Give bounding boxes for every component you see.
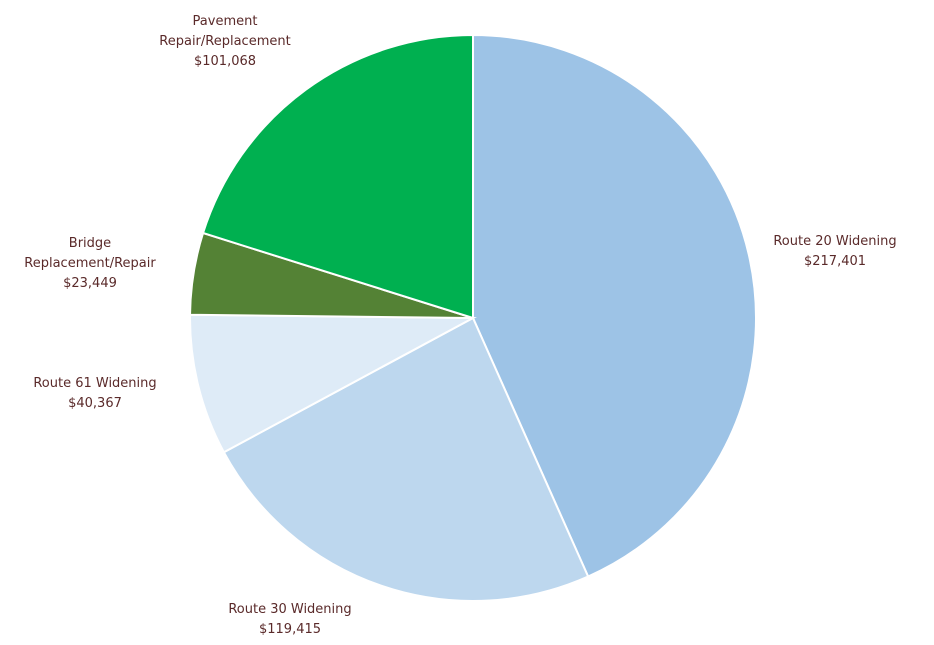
slice-label-route20-line1: Route 20 Widening: [773, 234, 897, 249]
slice-label-pavement-line1: Pavement: [192, 14, 258, 29]
pie-slice-pavement: [201, 33, 474, 320]
slice-value-route61: $40,367: [68, 396, 122, 411]
slice-label-pavement-line2: Repair/Replacement: [159, 34, 291, 49]
slice-value-route20: $217,401: [803, 254, 867, 269]
pie-slice-route20: [472, 33, 757, 578]
slice-label-route30: Route 30 Widening $119,415: [200, 600, 380, 640]
slice-label-bridge-line2: Replacement/Repair: [24, 256, 156, 271]
slice-value-route30: $119,415: [258, 622, 322, 637]
pie-slice-route61: [189, 313, 477, 454]
slice-label-route20: Route 20 Widening $217,401: [760, 232, 910, 272]
slice-label-route30-line1: Route 30 Widening: [228, 602, 352, 617]
slice-value-pavement: $101,068: [193, 54, 257, 69]
pie-slice-route30: [222, 316, 590, 602]
slice-label-route61-line1: Route 61 Widening: [33, 376, 157, 391]
slice-value-bridge: $23,449: [63, 276, 117, 291]
slice-label-bridge: Bridge Replacement/Repair $23,449: [0, 234, 180, 294]
slice-label-route61: Route 61 Widening $40,367: [10, 374, 180, 414]
slice-label-pavement: Pavement Repair/Replacement $101,068: [120, 12, 330, 72]
slice-label-bridge-line1: Bridge: [68, 236, 112, 251]
